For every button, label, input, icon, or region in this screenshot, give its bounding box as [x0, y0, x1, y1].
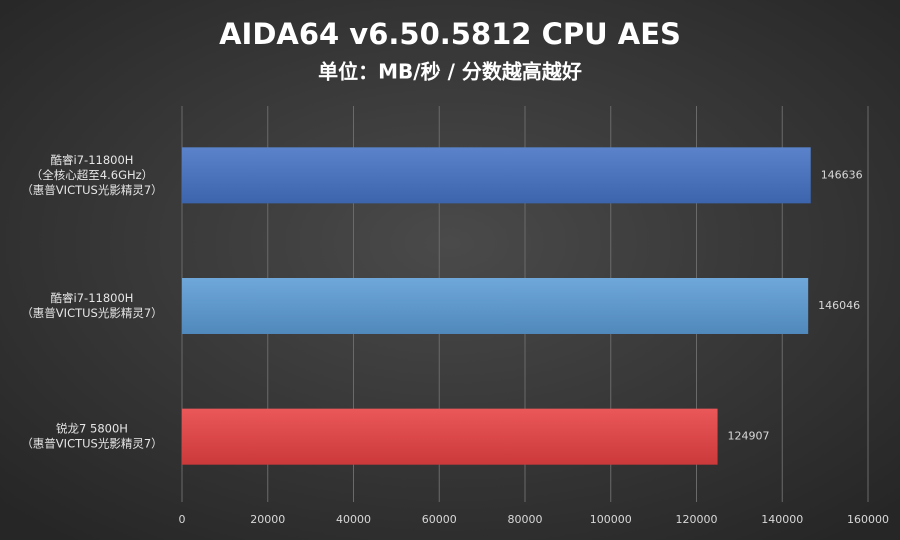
bar [182, 278, 809, 334]
x-tick-label: 120000 [676, 513, 718, 526]
y-tick-label: 酷睿i7-11800H [51, 291, 134, 305]
x-tick-label: 160000 [847, 513, 889, 526]
bar [182, 408, 718, 465]
chart-subtitle: 单位：MB/秒 / 分数越高越好 [318, 60, 582, 84]
y-tick-label: （惠普VICTUS光影精灵7） [21, 437, 162, 451]
x-tick-label: 100000 [590, 513, 632, 526]
x-tick-label: 60000 [422, 513, 457, 526]
chart-title: AIDA64 v6.50.5812 CPU AES [219, 17, 681, 51]
x-tick-label: 20000 [250, 513, 285, 526]
y-tick-label: （全核心超至4.6GHz） [31, 168, 153, 182]
x-tick-label: 0 [179, 513, 186, 526]
value-label: 124907 [728, 430, 770, 443]
value-label: 146636 [821, 168, 863, 181]
y-tick-label: （惠普VICTUS光影精灵7） [21, 306, 162, 320]
y-tick-label: 酷睿i7-11800H [51, 153, 134, 167]
y-tick-label: （惠普VICTUS光影精灵7） [21, 183, 162, 197]
value-label: 146046 [818, 299, 860, 312]
x-tick-label: 40000 [336, 513, 371, 526]
bar [182, 147, 811, 204]
y-tick-label: 锐龙7 5800H [56, 422, 128, 436]
x-tick-label: 140000 [761, 513, 803, 526]
x-tick-label: 80000 [508, 513, 543, 526]
